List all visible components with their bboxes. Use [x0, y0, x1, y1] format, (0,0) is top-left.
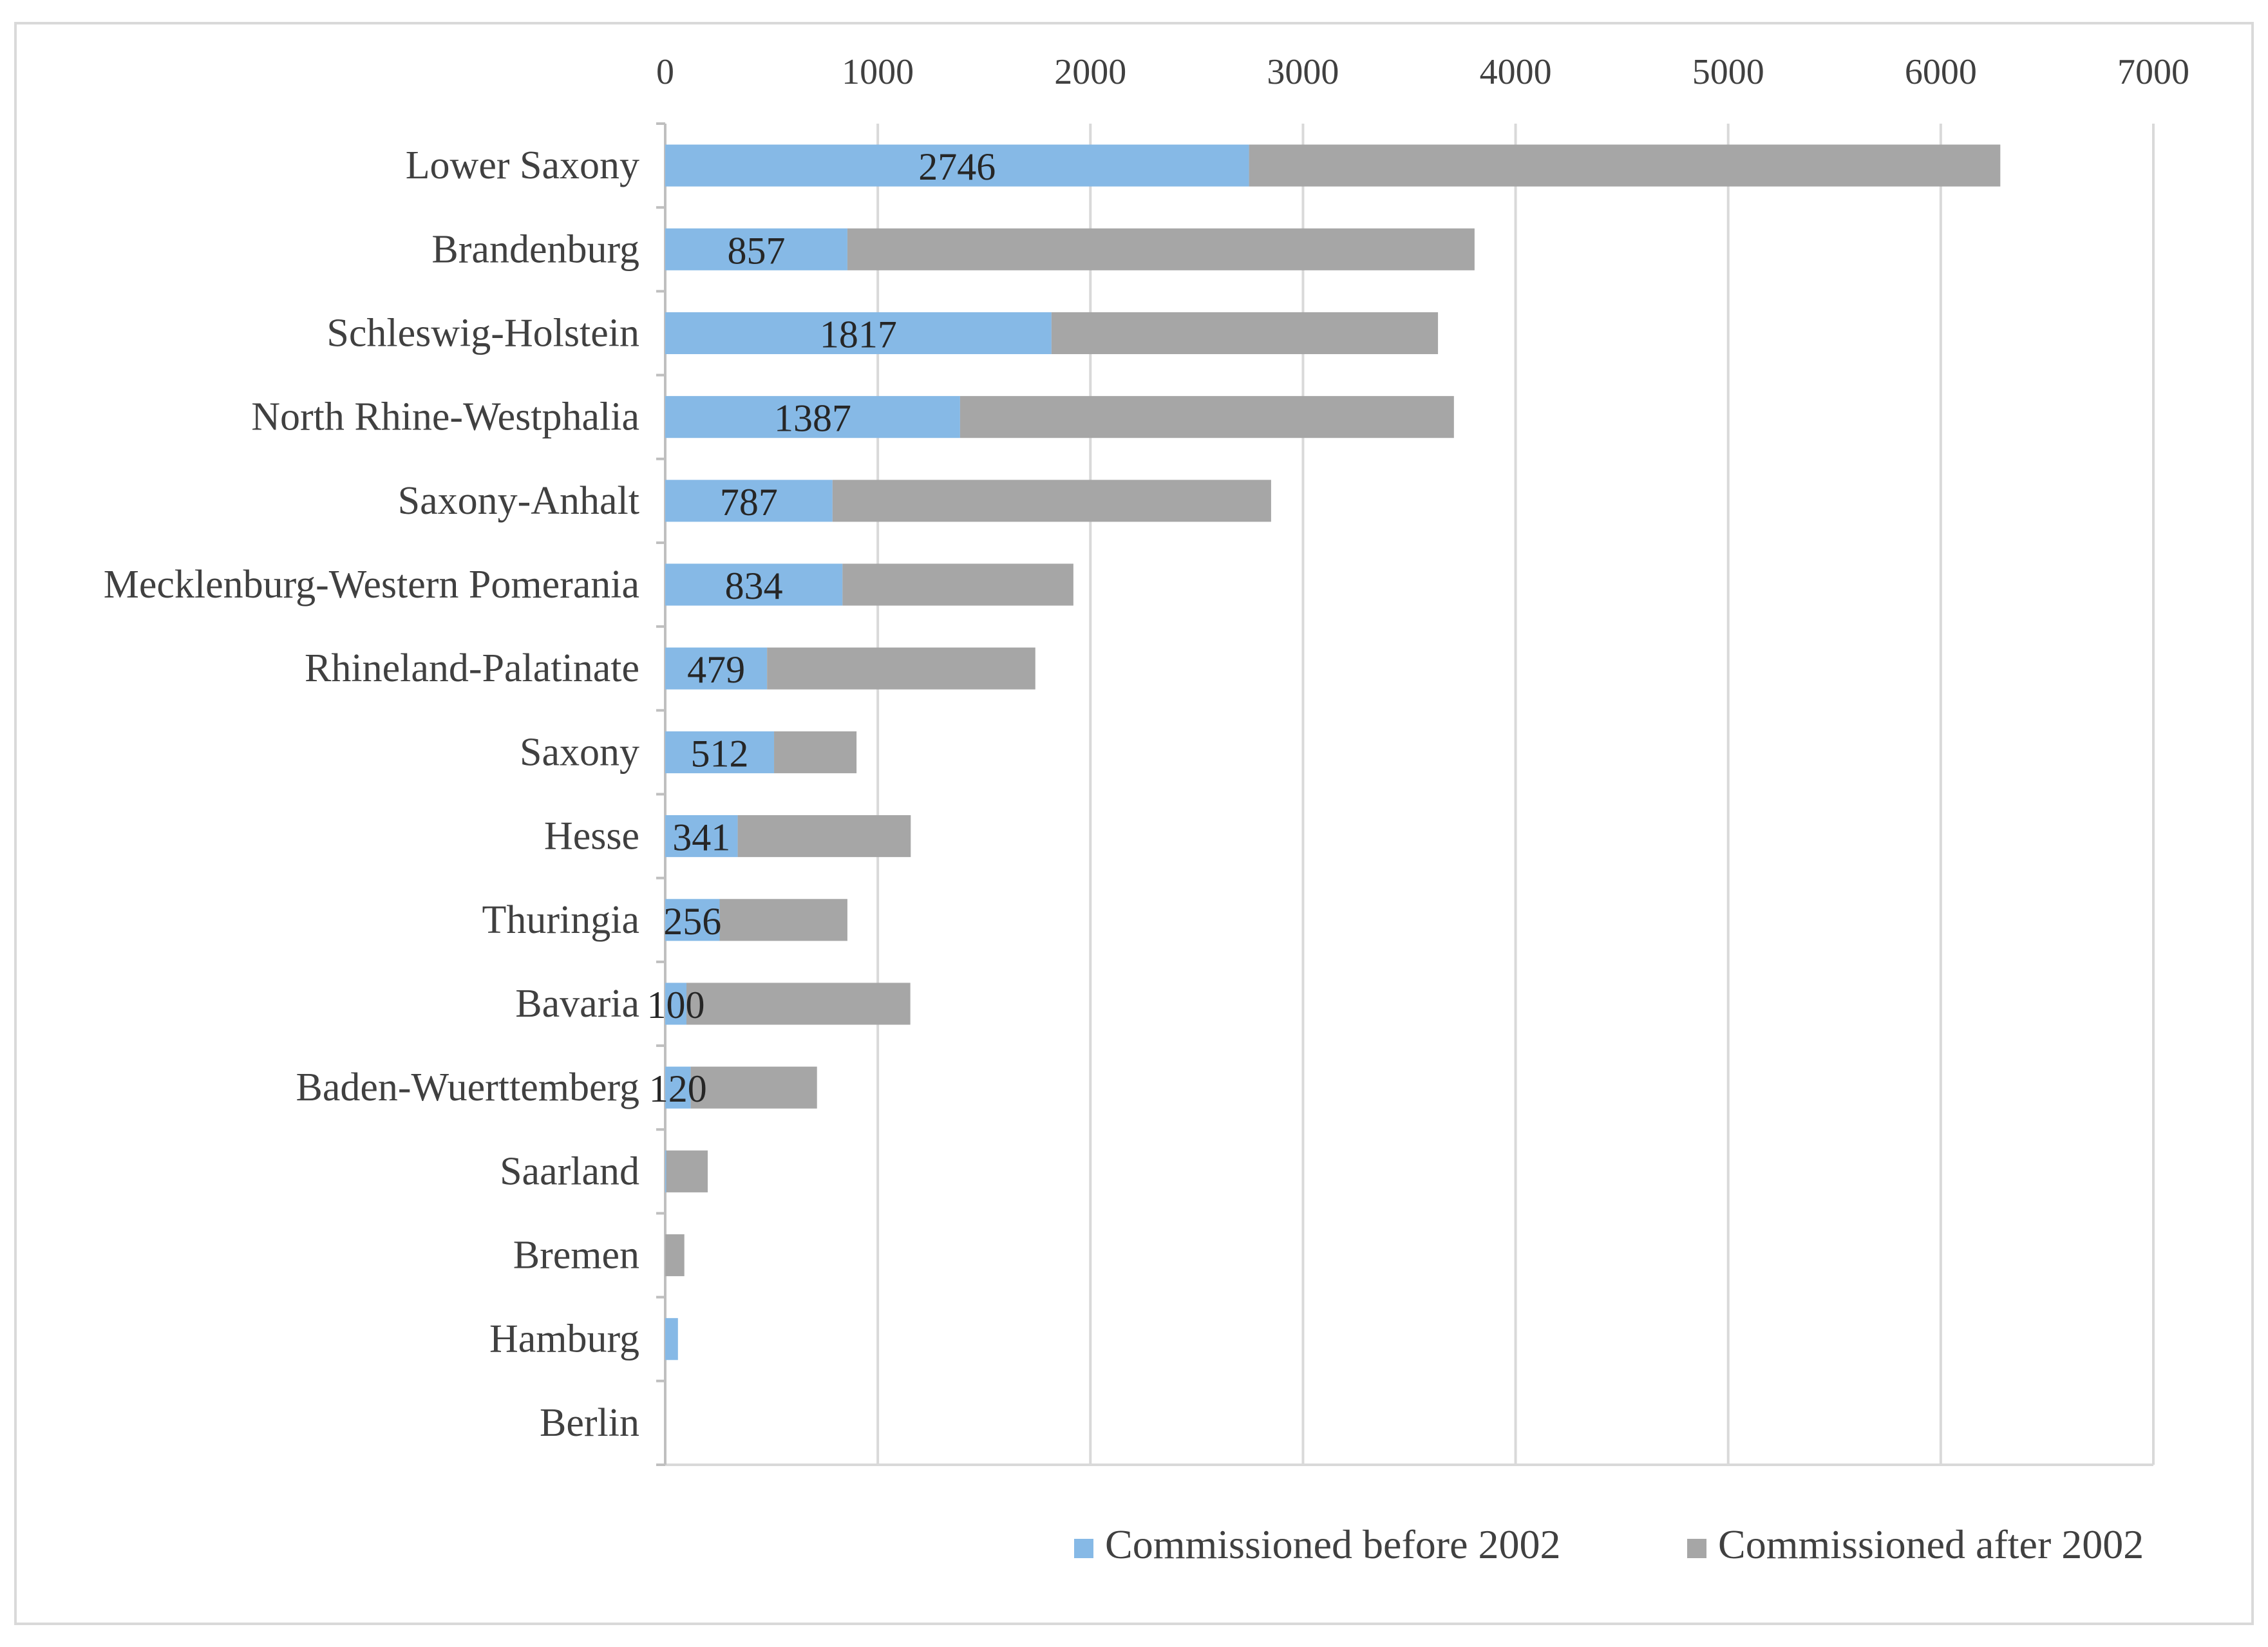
- bar-before-2002: [665, 983, 687, 1025]
- x-tick-label: 7000: [2117, 52, 2189, 92]
- x-tick-label: 4000: [1480, 52, 1552, 92]
- category-label: Baden-Wuerttemberg: [296, 1066, 639, 1109]
- bar-after-2002: [737, 815, 911, 858]
- category-label: Schleswig-Holstein: [326, 311, 639, 355]
- bar-after-2002: [666, 1150, 708, 1192]
- bar-before-2002: [665, 480, 833, 522]
- bar-before-2002: [665, 1318, 678, 1360]
- category-label: Mecklenburg-Western Pomerania: [104, 563, 639, 607]
- data-label: 857: [727, 229, 785, 272]
- chart-frame: [14, 22, 2254, 1625]
- data-label: 256: [663, 900, 721, 943]
- bar-after-2002: [847, 228, 1475, 270]
- bar-before-2002: [665, 815, 738, 858]
- data-label: 2746: [918, 146, 996, 188]
- category-label: Brandenburg: [431, 227, 639, 271]
- legend-label-before-2002: Commissioned before 2002: [1105, 1521, 1560, 1567]
- x-tick-label: 3000: [1267, 52, 1339, 92]
- bar-before-2002: [665, 563, 843, 606]
- x-tick-label: 0: [656, 52, 674, 92]
- legend-label-after-2002: Commissioned after 2002: [1718, 1521, 2144, 1567]
- data-label: 1817: [820, 313, 897, 355]
- x-tick-label: 6000: [1905, 52, 1977, 92]
- legend-swatch-before-2002: [1074, 1539, 1093, 1558]
- legend-swatch-after-2002: [1687, 1539, 1706, 1558]
- category-label: North Rhine-Westphalia: [251, 395, 639, 439]
- bar-before-2002: [665, 899, 720, 941]
- bar-before-2002: [665, 1066, 691, 1109]
- data-label: 100: [647, 984, 705, 1026]
- category-label: Rhineland-Palatinate: [305, 646, 639, 690]
- bar-before-2002: [665, 731, 775, 773]
- bar-before-2002: [665, 228, 847, 270]
- bar-after-2002: [665, 1234, 685, 1277]
- bar-before-2002: [665, 647, 768, 690]
- category-label: Thuringia: [482, 898, 640, 942]
- bar-after-2002: [959, 396, 1454, 438]
- bar-after-2002: [1249, 144, 2001, 187]
- data-label: 479: [687, 648, 745, 691]
- x-tick-label: 1000: [842, 52, 914, 92]
- bar-before-2002: [665, 312, 1052, 355]
- bar-after-2002: [690, 1066, 817, 1109]
- category-label: Saxony-Anhalt: [398, 479, 639, 523]
- data-label: 1387: [774, 397, 851, 440]
- category-label: Saxony: [520, 730, 639, 774]
- category-label: Hesse: [544, 814, 639, 858]
- bar-before-2002: [665, 396, 960, 438]
- category-label: Lower Saxony: [406, 144, 639, 187]
- data-label: 787: [720, 481, 778, 523]
- category-label: Berlin: [540, 1401, 639, 1445]
- x-tick-label: 5000: [1692, 52, 1764, 92]
- category-label: Saarland: [500, 1149, 639, 1193]
- data-label: 834: [725, 565, 783, 607]
- bar-after-2002: [1051, 312, 1439, 355]
- bar-after-2002: [767, 647, 1035, 690]
- x-tick-label: 2000: [1054, 52, 1126, 92]
- bar-before-2002: [665, 144, 1249, 187]
- bar-after-2002: [719, 899, 847, 941]
- category-label: Bavaria: [515, 982, 639, 1026]
- bar-after-2002: [832, 480, 1271, 522]
- data-label: 512: [691, 732, 749, 775]
- bar-after-2002: [842, 563, 1073, 606]
- bar-after-2002: [774, 731, 857, 773]
- category-label: Bremen: [513, 1234, 639, 1277]
- data-label: 120: [649, 1068, 707, 1110]
- bar-after-2002: [686, 983, 911, 1025]
- data-label: 341: [672, 816, 730, 859]
- category-label: Hamburg: [489, 1317, 639, 1361]
- bar-before-2002: [665, 1150, 666, 1192]
